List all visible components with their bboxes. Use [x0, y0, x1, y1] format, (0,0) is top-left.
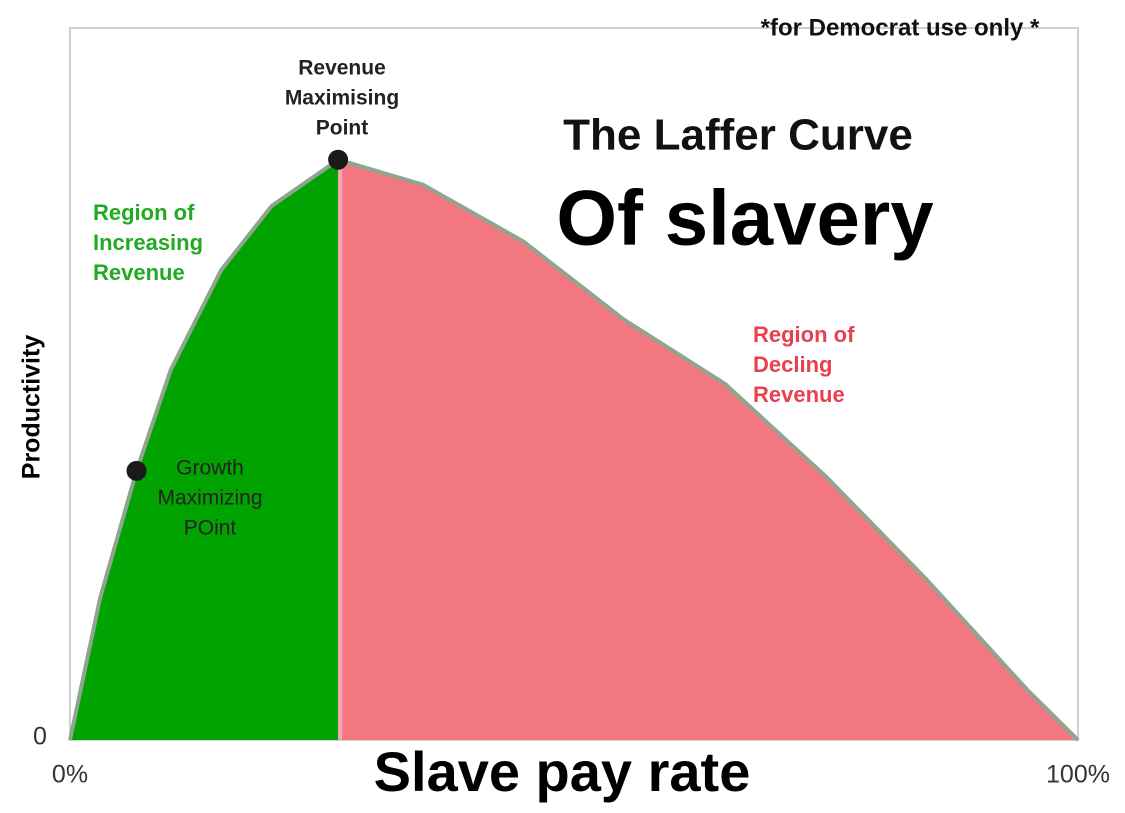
chart-title: The Laffer Curve — [563, 111, 913, 160]
region-label: Revenue — [753, 382, 845, 407]
plot-area — [68, 157, 1080, 742]
point-label: Maximizing — [157, 487, 262, 510]
x-axis-label: Slave pay rate — [374, 740, 751, 803]
note: *for Democrat use only * — [761, 14, 1040, 41]
curve — [68, 157, 1080, 742]
x-tick-label: 100% — [1046, 761, 1110, 789]
y-axis-label: Productivity — [18, 335, 46, 480]
point-label: Growth — [176, 457, 244, 480]
area-region — [70, 159, 339, 741]
point-marker — [126, 460, 147, 481]
point-label: Point — [316, 117, 369, 140]
region-label: Revenue — [93, 260, 185, 285]
point-marker — [328, 149, 349, 170]
region-label: Region of — [93, 200, 195, 225]
region-label: Increasing — [93, 230, 203, 255]
y-tick-label: 0 — [33, 723, 47, 751]
area-region — [338, 159, 1078, 741]
region-label: Decling — [753, 352, 832, 377]
region-label: Region of — [753, 322, 855, 347]
chart-subtitle: Of slavery — [556, 174, 933, 262]
point-label: POint — [184, 517, 237, 540]
x-tick-label: 0% — [52, 761, 88, 789]
point-label: Maximising — [285, 87, 399, 110]
point-label: Revenue — [298, 57, 386, 80]
